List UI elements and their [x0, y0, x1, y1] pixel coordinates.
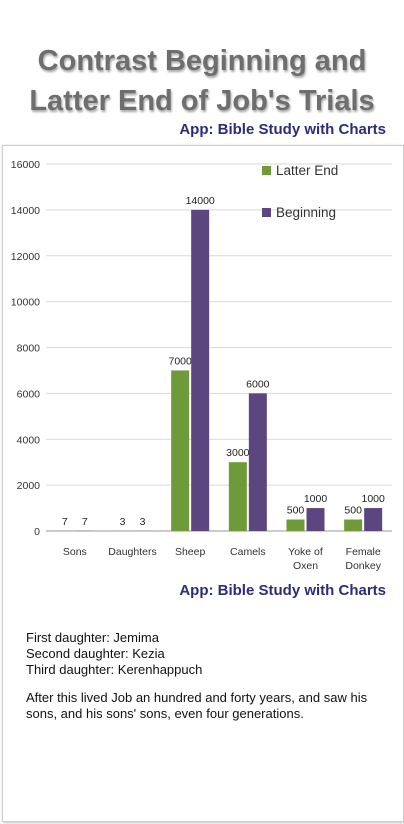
- data-label: 500: [287, 505, 305, 517]
- y-tick-label: 0: [34, 526, 40, 538]
- data-label: 6000: [246, 378, 270, 390]
- data-label: 14000: [186, 195, 215, 207]
- data-label: 1000: [361, 493, 385, 505]
- y-tick-label: 2000: [17, 480, 41, 492]
- data-label: 7: [62, 516, 68, 528]
- bar: [171, 370, 190, 531]
- legend-swatch: [262, 166, 271, 175]
- x-tick-label: Donkey: [345, 560, 381, 572]
- y-tick-label: 4000: [17, 434, 41, 446]
- y-tick-label: 14000: [11, 205, 40, 217]
- x-tick-label: Female: [346, 546, 381, 558]
- bar-chart: 0 2000 4000 6000 8000 10000 12000 14000 16000 Son…: [11, 159, 392, 572]
- bar: [228, 462, 247, 531]
- bar: [344, 519, 363, 531]
- y-tick-label: 8000: [17, 343, 41, 355]
- bar: [286, 519, 305, 531]
- app-label-top: App: Bible Study with Charts: [179, 121, 386, 138]
- legend-swatch: [262, 208, 271, 217]
- bar: [364, 508, 383, 531]
- note-third-daughter: Third daughter: Kerenhappuch: [26, 662, 203, 677]
- legend-label: Latter End: [276, 163, 338, 178]
- x-tick-label: Sheep: [175, 546, 206, 558]
- y-tick-label: 16000: [11, 159, 40, 171]
- chart-title-line-1: Contrast Beginning and: [37, 45, 367, 77]
- x-tick-label: Yoke of: [288, 546, 323, 558]
- app-label-bottom: App: Bible Study with Charts: [179, 582, 386, 599]
- note-second-daughter: Second daughter: Kezia: [26, 646, 165, 661]
- notes-block: First daughter: Jemima Second daughter: …: [26, 630, 386, 722]
- note-verse: After this lived Job an hundred and fort…: [26, 690, 368, 721]
- y-tick-label: 10000: [11, 297, 40, 309]
- x-tick-label: Sons: [63, 546, 87, 558]
- data-label: 3000: [226, 447, 250, 459]
- x-tick-label: Daughters: [108, 546, 156, 558]
- data-label: 500: [344, 505, 362, 517]
- y-tick-label: 6000: [17, 388, 41, 400]
- bar: [191, 209, 210, 531]
- bar: [248, 393, 267, 531]
- legend-label: Beginning: [276, 205, 336, 220]
- data-label: 7000: [168, 355, 192, 367]
- data-label: 7: [82, 516, 88, 528]
- data-label: 1000: [304, 493, 328, 505]
- bar: [306, 508, 325, 531]
- y-tick-label: 12000: [11, 251, 40, 263]
- chart-title-line-2: Latter End of Job's Trials: [29, 85, 375, 117]
- data-label: 3: [120, 516, 126, 528]
- x-tick-label: Camels: [230, 546, 266, 558]
- data-label: 3: [140, 516, 146, 528]
- note-first-daughter: First daughter: Jemima: [26, 630, 159, 645]
- x-tick-label: Oxen: [293, 560, 318, 572]
